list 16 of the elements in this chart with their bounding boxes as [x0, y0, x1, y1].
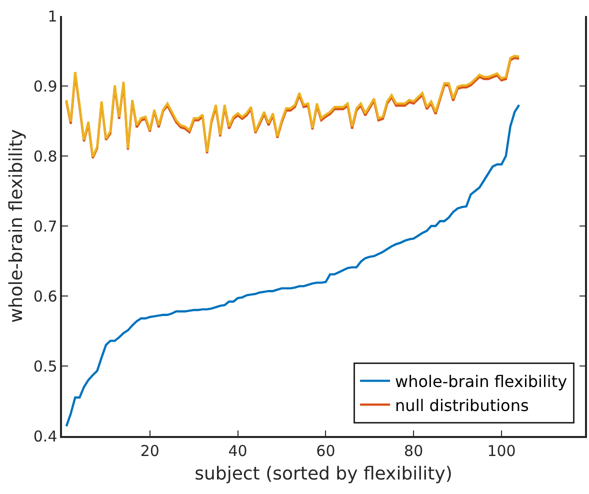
y-tick-label: 0.8: [33, 147, 58, 166]
x-tick-label: 100: [487, 442, 516, 460]
legend-label: null distributions: [395, 396, 529, 415]
x-tick-label: 60: [316, 442, 336, 460]
y-tick-label: 0.5: [33, 357, 58, 376]
x-tick-label: 20: [140, 442, 160, 460]
x-tick-label: 40: [228, 442, 248, 460]
y-tick-label: 0.4: [33, 427, 58, 446]
y-tick-label: 1: [48, 7, 58, 26]
y-axis-title: whole-brain flexibility: [6, 128, 28, 323]
x-tick-label: 80: [404, 442, 424, 460]
y-tick-label: 0.7: [33, 217, 58, 236]
y-tick-label: 0.6: [33, 287, 58, 306]
legend-label: whole-brain flexibility: [395, 372, 568, 392]
y-tick-label: 0.9: [33, 77, 58, 96]
x-axis-title: subject (sorted by flexibility): [194, 463, 452, 484]
